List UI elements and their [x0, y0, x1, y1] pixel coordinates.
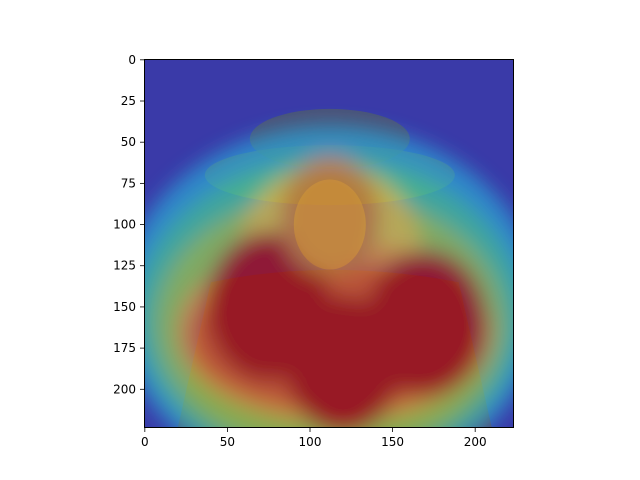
y-tick-label: 25: [121, 94, 136, 108]
y-tick-label: 0: [128, 53, 136, 67]
y-axis: 0 25 50 75 100 125 150 175 200: [113, 53, 144, 396]
x-tick-label: 100: [299, 435, 322, 449]
y-tick-label: 200: [113, 382, 136, 396]
heatmap-overlay: [144, 125, 514, 428]
x-tick-label: 0: [141, 435, 149, 449]
heat-hotspot-3: [284, 294, 402, 428]
x-axis: 0 50 100 150 200: [141, 428, 487, 449]
y-tick-label: 50: [121, 135, 136, 149]
x-tick-label: 150: [381, 435, 404, 449]
x-tick-label: 200: [464, 435, 487, 449]
x-tick-label: 50: [220, 435, 235, 449]
y-tick-label: 125: [113, 259, 136, 273]
axes-frame: [144, 59, 514, 428]
y-tick-label: 150: [113, 300, 136, 314]
y-tick-label: 100: [113, 218, 136, 232]
heatmap-image: [144, 59, 514, 428]
y-tick-label: 75: [121, 176, 136, 190]
y-tick-label: 175: [113, 341, 136, 355]
heat-hotspot-4: [280, 157, 380, 276]
